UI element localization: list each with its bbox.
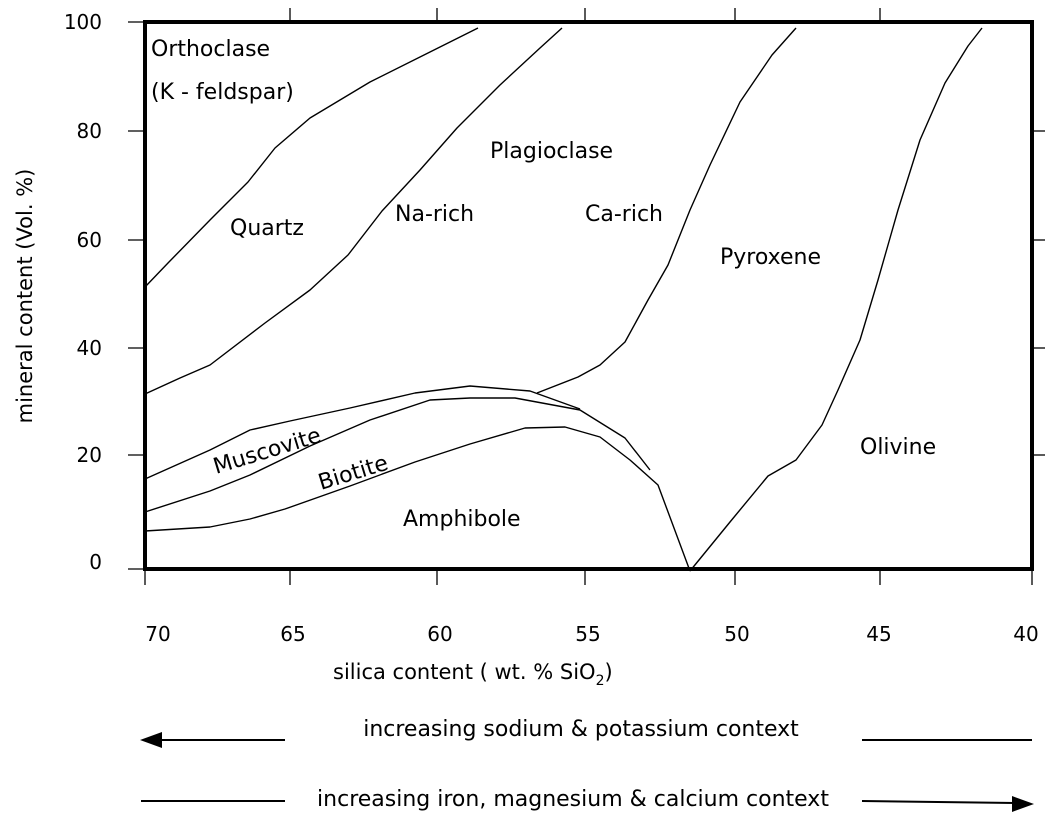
region-label-biotite: Biotite bbox=[315, 451, 391, 496]
boundary-curves bbox=[144, 27, 983, 572]
region-label-orthoclase: Orthoclase bbox=[151, 37, 270, 62]
region-label-ca-rich: Ca-rich bbox=[585, 202, 663, 227]
x-axis-title-end: ) bbox=[604, 660, 612, 684]
tick-marks bbox=[128, 8, 1045, 585]
y-tick-label-100: 100 bbox=[64, 10, 102, 34]
x-axis-title-subscript: 2 bbox=[596, 673, 605, 689]
right-arrowhead-icon bbox=[1012, 796, 1034, 812]
plot-frame bbox=[143, 20, 1034, 571]
pyroxene-olivine-boundary bbox=[689, 27, 983, 572]
left-arrowhead-icon bbox=[140, 732, 162, 748]
x-tick-label-60: 60 bbox=[427, 622, 452, 646]
region-label-olivine: Olivine bbox=[860, 435, 936, 460]
muscovite-biotite-boundary bbox=[144, 397, 651, 513]
x-tick-label-65: 65 bbox=[280, 622, 305, 646]
y-tick-label-60: 60 bbox=[77, 228, 102, 252]
trend-notes: increasing sodium & potassium context in… bbox=[140, 717, 1034, 812]
y-axis-title: mineral content (Vol. %) bbox=[13, 169, 37, 424]
x-tick-label-55: 55 bbox=[575, 622, 600, 646]
region-label-na-rich: Na-rich bbox=[395, 202, 474, 227]
x-axis-title: silica content ( wt. % SiO2) bbox=[333, 660, 613, 689]
region-label-muscovite: Muscovite bbox=[210, 423, 324, 479]
region-label-quartz: Quartz bbox=[230, 216, 304, 241]
x-tick-label-45: 45 bbox=[866, 622, 891, 646]
region-label-pyroxene: Pyroxene bbox=[720, 245, 821, 270]
quartz-plagioclase-boundary bbox=[144, 27, 563, 395]
x-tick-label-40: 40 bbox=[1013, 622, 1038, 646]
y-tick-label-0: 0 bbox=[89, 550, 102, 574]
region-label-amphibole: Amphibole bbox=[403, 507, 521, 532]
x-tick-label-50: 50 bbox=[724, 622, 749, 646]
region-label-plagioclase: Plagioclase bbox=[490, 139, 613, 164]
note-sodium-potassium: increasing sodium & potassium context bbox=[363, 717, 799, 742]
region-label-k-feldspar: (K - feldspar) bbox=[151, 80, 294, 105]
y-tick-label-40: 40 bbox=[77, 336, 102, 360]
y-tick-label-20: 20 bbox=[77, 443, 102, 467]
x-axis-title-main: silica content ( wt. % SiO bbox=[333, 660, 596, 684]
x-tick-labels: 70 65 60 55 50 45 40 bbox=[145, 622, 1038, 646]
region-labels: Orthoclase (K - feldspar) Quartz Na-rich… bbox=[151, 37, 936, 532]
muscovite-upper-boundary bbox=[144, 385, 581, 480]
iron-magnesium-arrow-right bbox=[861, 800, 1016, 804]
x-tick-label-70: 70 bbox=[145, 622, 170, 646]
y-tick-label-80: 80 bbox=[77, 119, 102, 143]
biotite-amphibole-boundary bbox=[144, 426, 691, 572]
y-tick-labels: 100 80 60 40 20 0 bbox=[64, 10, 102, 574]
note-iron-magnesium-calcium: increasing iron, magnesium & calcium con… bbox=[317, 787, 829, 812]
orthoclase-quartz-boundary bbox=[144, 27, 479, 288]
plagioclase-pyroxene-boundary bbox=[536, 27, 797, 394]
